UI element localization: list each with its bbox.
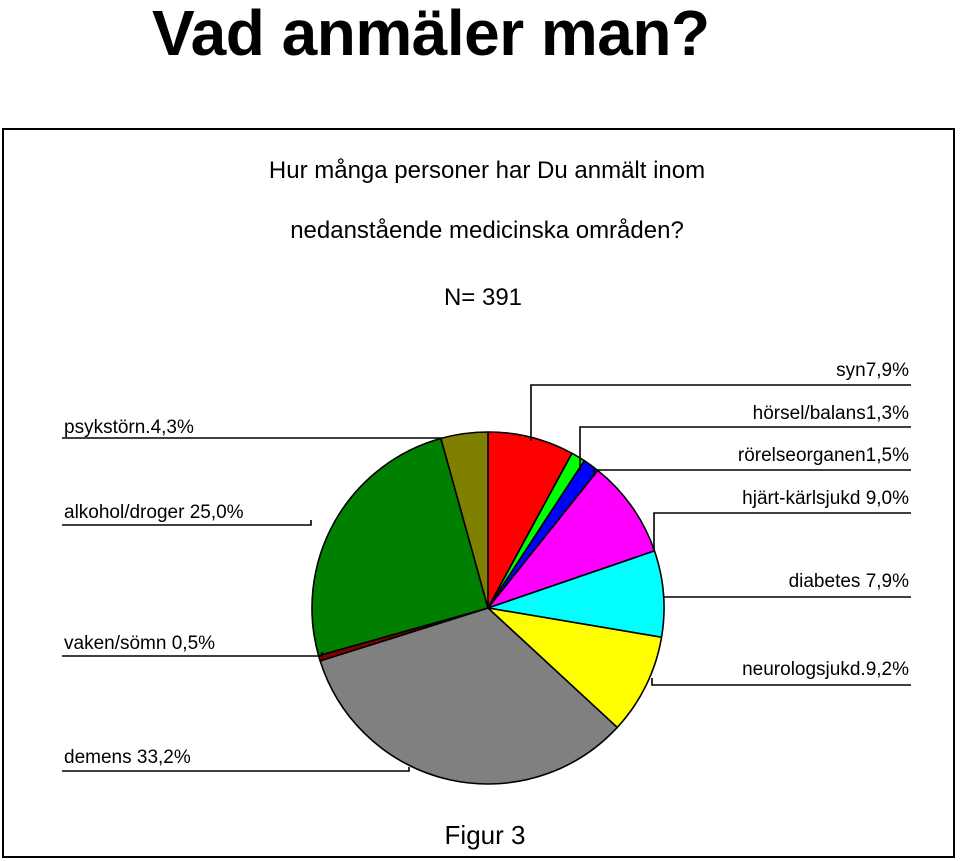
chart-title-line-1: Hur många personer har Du anmält inom bbox=[269, 157, 705, 184]
pie-slice-alkohol-droger bbox=[311, 437, 489, 657]
slice-label-neurologsjukd: neurologsjukd.9,2% bbox=[742, 659, 909, 680]
slide-title: Vad anmäler man? bbox=[152, 0, 710, 69]
slice-label-demens: demens 33,2% bbox=[64, 747, 191, 768]
leader-line-syn bbox=[530, 384, 911, 441]
pie-slice-neurologsjukd bbox=[487, 607, 663, 729]
slice-label-psykstorn: psykstörn.4,3% bbox=[64, 417, 194, 438]
slice-label-diabetes: diabetes 7,9% bbox=[789, 571, 910, 592]
slice-label-rorelseorganen: rörelseorganen1,5% bbox=[738, 445, 909, 466]
leader-line-neurologsjukd bbox=[651, 678, 911, 686]
leader-line-alkohol-droger bbox=[62, 520, 312, 526]
slice-label-vaken-somn: vaken/sömn 0,5% bbox=[64, 633, 215, 654]
pie-chart: Hur många personer har Du anmält inom ne… bbox=[62, 157, 911, 850]
leader-line-demens bbox=[62, 767, 410, 772]
slice-label-syn: syn7,9% bbox=[836, 360, 909, 381]
slice-label-alkohol-droger: alkohol/droger 25,0% bbox=[64, 502, 244, 523]
leader-line-psykstorn bbox=[62, 437, 442, 441]
chart-frame: Hur många personer har Du anmält inom ne… bbox=[2, 128, 955, 858]
leader-line-rorelseorganen bbox=[593, 469, 911, 476]
chart-title-line-2: nedanstående medicinska områden? bbox=[290, 217, 684, 244]
pie-slice-demens bbox=[319, 607, 619, 785]
leader-line-hjart-karlsjukd bbox=[653, 512, 911, 550]
slice-label-horsel-balans: hörsel/balans1,3% bbox=[753, 403, 909, 424]
chart-subtitle: N= 391 bbox=[444, 284, 522, 311]
leader-line-vaken-somn bbox=[62, 652, 323, 657]
slice-label-hjart-karlsjukd: hjärt-kärlsjukd 9,0% bbox=[742, 488, 909, 509]
leader-line-horsel-balans bbox=[579, 426, 911, 471]
figure-caption: Figur 3 bbox=[445, 820, 526, 850]
